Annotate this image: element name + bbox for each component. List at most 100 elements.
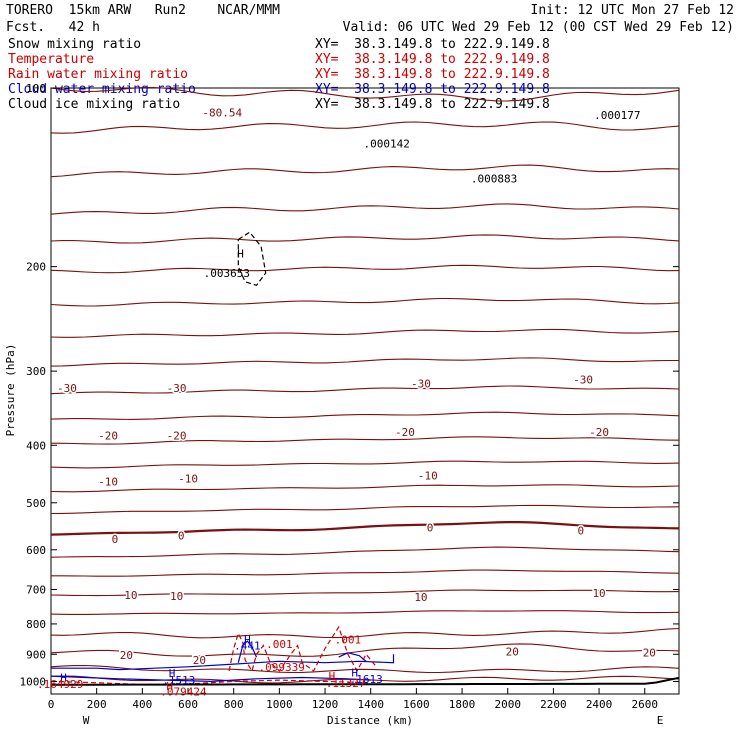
legend-name-cloud-water: Cloud water mixing ratio: [8, 82, 196, 97]
x-tick-label-8: 1600: [403, 698, 430, 711]
legend-name-cloud-ice: Cloud ice mixing ratio: [8, 97, 180, 112]
y-tick-label-9: 1000: [20, 675, 47, 688]
temperature-label-5: -20: [98, 429, 118, 442]
header-forecast: Fcst. 42 h: [6, 20, 100, 35]
isotherm-line-9: [50, 385, 680, 395]
legend-name-temperature: Temperature: [8, 52, 94, 67]
temperature-label-18: 10: [414, 591, 427, 604]
extrema-label-7: .001: [266, 638, 293, 651]
isotherm-line-19: [50, 610, 680, 615]
terrain-profile: [50, 676, 680, 686]
isotherm-line-2: [50, 164, 680, 178]
extrema-label-5: H: [244, 634, 251, 647]
cloud-water-contour-1: [51, 654, 395, 671]
temperature-label-15: 0: [577, 525, 584, 538]
plot-frame: [50, 87, 680, 695]
cloud-water-contour-4: [338, 652, 367, 662]
temperature-label-0: -80.54: [202, 107, 242, 120]
temperature-label-13: 0: [178, 530, 185, 543]
extrema-label-15: .079424: [160, 686, 207, 699]
legend-name-rain: Rain water mixing ratio: [8, 67, 188, 82]
temperature-label-7: -20: [395, 426, 415, 439]
y-tick-label-7: 800: [26, 618, 46, 631]
extrema-label-13: .1513: [162, 674, 195, 687]
header: TORERO 15km ARW Run2 NCAR/MMM Fcst. 42 h…: [6, 3, 734, 35]
cloud-ice-contour: [237, 231, 267, 287]
isotherm-line-1: [50, 121, 680, 134]
isotherm-line-15: [50, 520, 680, 536]
isotherm-line-12: [50, 460, 680, 469]
isotherm-line-17: [51, 569, 680, 577]
isotherm-line-18: [50, 589, 680, 597]
temperature-label-14: 0: [427, 521, 434, 534]
y-tick-label-5: 600: [26, 544, 46, 557]
temperature-label-1: -30: [57, 382, 77, 395]
temperature-label-17: 10: [170, 590, 183, 603]
header-title: TORERO 15km ARW Run2 NCAR/MMM: [6, 3, 280, 18]
cloud-water-contour-2: [50, 675, 371, 683]
extrema-label-18: .1613: [350, 673, 383, 686]
temperature-label-11: -10: [418, 470, 438, 483]
temperature-label-20: 20: [120, 649, 133, 662]
terrain-line: [50, 676, 680, 686]
temperature-label-22: 20: [506, 645, 519, 658]
temperature-label-21: 20: [193, 654, 206, 667]
isotherm-line-10: [50, 411, 680, 420]
x-axis-title: Distance (km): [327, 714, 413, 727]
isotherm-line-20: [50, 627, 680, 639]
isotherm-line-11: [50, 436, 680, 445]
isotherm-line-4: [50, 234, 680, 244]
isotherm-line-14: [50, 504, 680, 515]
legend-xy-cloud-ice: XY= 38.3.149.8 to 222.9.149.8: [315, 97, 550, 112]
rain-contour-1: [228, 625, 376, 673]
y-tick-label-2: 300: [26, 365, 46, 378]
temperature-label-16: 10: [124, 589, 137, 602]
extrema-label-17: H: [351, 667, 358, 680]
temperature-label-6: -20: [167, 429, 187, 442]
extrema-label-3: .000177: [594, 109, 640, 122]
x-tick-label-0: 0: [48, 698, 55, 711]
x-tick-label-4: 800: [224, 698, 244, 711]
temperature-label-2: -30: [167, 382, 187, 395]
temperature-label-12: 0: [112, 533, 119, 546]
isotherm-line-3: [50, 203, 680, 215]
isotherm-line-16: [50, 546, 680, 558]
west-label: W: [83, 714, 90, 727]
x-tick-label-6: 1200: [312, 698, 339, 711]
legend-xy-temperature: XY= 38.3.149.8 to 222.9.149.8: [315, 52, 550, 67]
extrema-label-12: H: [169, 667, 176, 680]
isotherm-line-8: [50, 357, 679, 367]
header-valid: Valid: 06 UTC Wed 29 Feb 12 (00 CST Wed …: [343, 20, 734, 35]
rain-contour-2: [50, 679, 371, 686]
extrema-label-2: .000142: [364, 137, 410, 150]
x-tick-label-10: 2000: [494, 698, 521, 711]
y-tick-label-3: 400: [26, 439, 46, 452]
extrema-label-11: .164929: [37, 678, 83, 691]
legend-name-snow: Snow mixing ratio: [8, 37, 141, 52]
x-tick-label-11: 2200: [540, 698, 567, 711]
y-tick-label-0: 100: [26, 82, 46, 95]
x-tick-label-12: 2400: [586, 698, 613, 711]
isotherm-line-0: [50, 86, 680, 102]
contour-labels: -80.54 -30 -30 -30 -30 -20 -20 -20 -20 -10 -10 -10 0…: [37, 105, 657, 699]
mixing-ratio-contours: [50, 231, 395, 686]
extrema-label-4: .000883: [471, 172, 517, 185]
isotherm-line-13: [50, 484, 680, 493]
legend-xy-cloud-water: XY= 38.3.149.8 to 222.9.149.8: [315, 82, 550, 97]
east-label: E: [657, 714, 664, 727]
temperature-label-9: -10: [98, 475, 118, 488]
extrema-label-16: H: [329, 670, 336, 683]
temperature-label-3: -30: [411, 378, 431, 391]
x-tick-label-7: 1400: [357, 698, 384, 711]
extrema-label-19: .11327: [326, 677, 366, 690]
extrema-label-9: .099339: [258, 661, 304, 674]
x-tick-label-5: 1000: [266, 698, 293, 711]
axis-ticks: 0 200 400 600 800 1000 1200 1400 1600 1800 2000 220…: [20, 82, 679, 711]
extrema-label-1: .003653: [204, 267, 250, 280]
temperature-label-4: -30: [573, 374, 593, 387]
x-tick-label-1: 200: [87, 698, 107, 711]
isotherm-line-7: [50, 328, 680, 338]
extrema-label-0: H: [237, 247, 244, 260]
cloud-water-contour-3: [237, 640, 258, 663]
